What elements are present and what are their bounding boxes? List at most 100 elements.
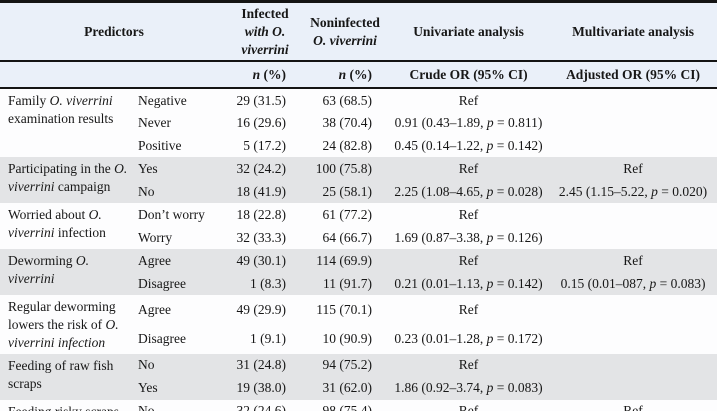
crude-or-cell: Ref [458,207,479,223]
infected-cell: 32 (24.6) [236,403,287,411]
table-row: No 18 (41.9) 25 (58.1) 2.25 (1.08–4.65, … [0,180,717,203]
adjusted-or-cell [549,295,717,324]
header-n-pct-infected: n (%) [252,67,287,83]
level-cell: Worry [138,230,173,246]
level-cell: No [138,357,155,373]
group-worried-infection: Worried about O. viverrini infection Don… [0,203,717,250]
table-row: Positive 5 (17.2) 24 (82.8) 0.45 (0.14–1… [0,134,717,157]
group-campaign-participation: Participating in the O. viverrini campai… [0,157,717,204]
adjusted-or-cell: 2.45 (1.15–5.22, p = 0.020) [558,184,708,200]
crude-or-cell: 1.86 (0.92–3.74, p = 0.083) [394,380,543,396]
group-raw-fish-scraps: Feeding of raw fish scraps No 31 (24.8) … [0,353,717,400]
table-row: Feeding of raw fish scraps No 31 (24.8) … [0,354,717,390]
level-cell: Disagree [138,331,186,347]
header-spacer [0,61,228,88]
noninfected-cell: 63 (68.5) [322,92,373,108]
level-cell: No [138,184,155,200]
table-row: Deworming O. viverrini Agree 49 (30.1) 1… [0,249,717,286]
noninfected-cell: 11 (91.7) [323,276,373,292]
level-cell: Agree [138,302,171,318]
adjusted-or-cell: Ref [623,161,643,177]
header-crude-or: Crude OR (95% CI) [409,67,528,83]
adjusted-or-cell [549,203,717,226]
table-row: Worry 32 (33.3) 64 (66.7) 1.69 (0.87–3.3… [0,226,717,249]
infected-cell: 16 (29.6) [236,115,287,131]
predictor-cell: Regular deworming lowers the risk of O. … [8,299,119,351]
table-row: Feeding risky scraps No 32 (24.6) 98 (75… [0,400,717,411]
adjusted-or-cell [549,325,717,354]
predictor-cell: Feeding of raw fish scraps [8,357,114,391]
predictor-cell: Worried about O. viverrini infection [8,207,106,241]
table-row: Never 16 (29.6) 38 (70.4) 0.91 (0.43–1.8… [0,111,717,134]
adjusted-or-cell [549,88,717,111]
level-cell: Never [138,115,171,131]
adjusted-or-cell: Ref [623,403,643,411]
crude-or-cell: 2.25 (1.08–4.65, p = 0.028) [394,184,543,200]
group-deworming: Deworming O. viverrini Agree 49 (30.1) 1… [0,249,717,296]
crude-or-cell: 0.45 (0.14–1.22, p = 0.142) [394,138,543,154]
infected-cell: 32 (24.2) [236,161,287,177]
header-infected: Infected with O. viverrini [241,6,289,57]
level-cell: Positive [138,138,182,154]
infected-cell: 49 (29.9) [236,302,287,318]
header-multivariate: Multivariate analysis [572,23,694,39]
level-cell: No [138,403,155,411]
crude-or-cell: 0.23 (0.01–1.28, p = 0.172) [394,331,543,347]
noninfected-cell: 25 (58.1) [322,184,373,200]
crude-or-cell: Ref [458,92,479,108]
crude-or-cell: 0.21 (0.01–1.13, p = 0.142) [394,276,543,292]
crude-or-cell: Ref [458,161,479,177]
crude-or-cell: Ref [458,403,479,411]
crude-or-cell: 0.91 (0.43–1.89, p = 0.811) [394,115,543,131]
predictor-cell: Deworming O. viverrini [8,253,89,287]
group-family-examination: Family O. viverrini examination results … [0,88,717,158]
noninfected-cell: 114 (69.9) [316,253,373,269]
header-n-pct-noninfected: n (%) [338,67,373,83]
crude-or-cell: Ref [458,357,479,373]
infected-cell: 31 (24.8) [236,357,287,373]
table-header: Predictors Infected with O. viverrini No… [0,1,717,89]
noninfected-cell: 98 (75.4) [322,403,373,411]
level-cell: Agree [138,253,171,269]
predictor-cell: Feeding risky scraps [0,400,132,411]
group-risky-scraps: Feeding risky scraps No 32 (24.6) 98 (75… [0,399,717,411]
level-cell: Don’t worry [138,207,205,223]
noninfected-cell: 38 (70.4) [322,115,373,131]
infected-cell: 5 (17.2) [243,138,287,154]
predictor-cell: Family O. viverrini examination results [8,93,114,127]
adjusted-or-cell: Ref [623,253,643,269]
header-adjusted-or: Adjusted OR (95% CI) [566,67,700,83]
level-cell: Yes [138,161,158,177]
infected-cell: 18 (22.8) [236,207,287,223]
infected-cell: 49 (30.1) [236,253,287,269]
noninfected-cell: 94 (75.2) [322,357,373,373]
table-row: Regular deworming lowers the risk of O. … [0,295,717,350]
level-cell: Negative [138,92,187,108]
table-row: Family O. viverrini examination results … [0,88,717,127]
group-regular-deworming: Regular deworming lowers the risk of O. … [0,295,717,354]
table-row: Worried about O. viverrini infection Don… [0,203,717,240]
infected-cell: 19 (38.0) [236,380,287,396]
noninfected-cell: 100 (75.8) [315,161,373,177]
noninfected-cell: 115 (70.1) [316,302,373,318]
crude-or-cell: Ref [458,253,479,269]
noninfected-cell: 61 (77.2) [322,207,373,223]
adjusted-or-cell [549,377,717,400]
infected-cell: 32 (33.3) [236,230,287,246]
adjusted-or-cell [549,111,717,134]
table-row: Disagree 1 (9.1) 10 (90.9) 0.23 (0.01–1.… [0,325,717,354]
table-row: Yes 19 (38.0) 31 (62.0) 1.86 (0.92–3.74,… [0,377,717,400]
infected-cell: 29 (31.5) [236,92,287,108]
noninfected-cell: 24 (82.8) [322,138,373,154]
infected-cell: 1 (9.1) [250,331,287,347]
noninfected-cell: 31 (62.0) [322,380,373,396]
level-cell: Disagree [138,276,186,292]
predictor-cell: Participating in the O. viverrini campai… [8,161,128,195]
level-cell: Yes [138,380,158,396]
header-univariate: Univariate analysis [413,23,524,39]
adjusted-or-cell: 0.15 (0.01–087, p = 0.083) [560,276,706,292]
infected-cell: 1 (8.3) [250,276,287,292]
noninfected-cell: 10 (90.9) [322,331,373,347]
